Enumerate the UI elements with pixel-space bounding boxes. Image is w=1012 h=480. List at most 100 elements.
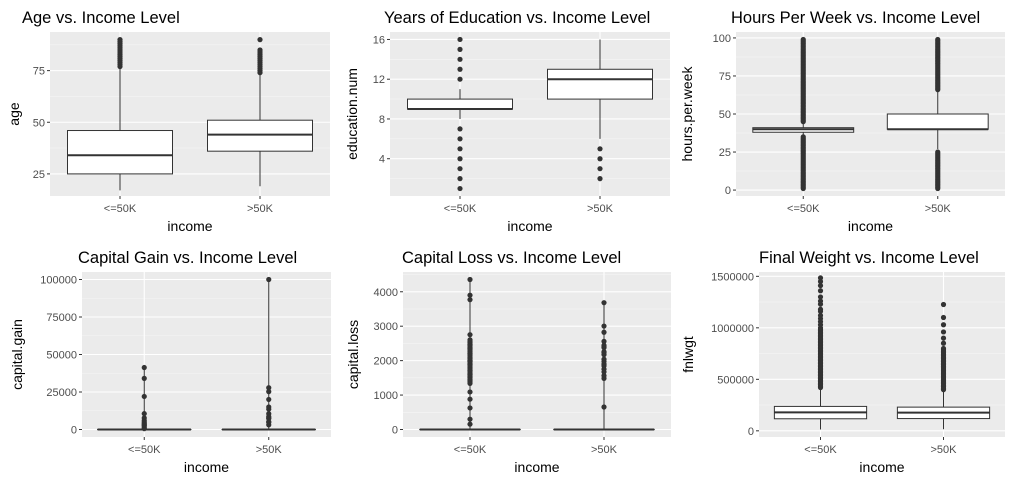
y-tick-label: 1000000 (711, 323, 754, 335)
x-axis-title: income (859, 459, 904, 475)
x-axis-title: income (514, 459, 559, 475)
y-tick-label: 100000 (40, 275, 77, 287)
outlier-point (940, 329, 947, 335)
box-1 (752, 36, 855, 192)
x-tick-label: >50K (931, 444, 958, 456)
iqr-box (886, 113, 989, 130)
y-tick-label: 100 (713, 33, 731, 45)
outlier-point (817, 275, 824, 281)
box-2 (886, 36, 989, 192)
x-tick-label: <=50K (444, 203, 477, 215)
chart-panel-2: 4 8 12 16 <=50K >50K Years of Education vs. In… (344, 9, 670, 234)
x-tick-label: <=50K (128, 444, 161, 456)
chart-panel-1: 25 50 75 <=50K >50K Age vs. Income Level incom… (6, 9, 330, 234)
outlier-point (457, 136, 463, 142)
x-axis-title: income (507, 218, 552, 234)
chart-title: Final Weight vs. Income Level (759, 249, 979, 267)
chart-panel-5: 0 1000 2000 3000 4000 <=50K >50K Capital Loss v… (345, 249, 671, 475)
outlier-point (457, 126, 463, 132)
outlier-point (817, 294, 824, 300)
y-tick-label: 12 (373, 74, 385, 86)
y-tick-label: 25000 (46, 387, 77, 399)
outlier-point (940, 322, 947, 328)
box-1 (419, 276, 521, 431)
box-2 (207, 37, 313, 187)
y-tick-label: 50 (719, 109, 731, 121)
outlier-point (940, 301, 947, 308)
box-1 (407, 36, 513, 192)
outlier-point (940, 335, 947, 341)
y-axis-title: capital.gain (9, 319, 25, 390)
outlier-point (457, 56, 463, 62)
y-axis-title: hours.per.week (679, 66, 695, 162)
x-axis-title: income (184, 459, 229, 475)
outlier-point (597, 176, 603, 182)
outlier-point (940, 345, 947, 352)
chart-title: Years of Education vs. Income Level (384, 9, 650, 27)
box-2 (221, 276, 316, 431)
outlier-point (257, 47, 263, 53)
outlier-point (817, 306, 824, 312)
box-2 (896, 301, 991, 430)
y-tick-label: 4000 (374, 287, 398, 299)
chart-panel-4: 0 25000 50000 75000 100000 <=50K >50K Capital G… (9, 249, 331, 475)
y-tick-label: 75 (33, 66, 45, 78)
y-tick-label: 16 (373, 34, 385, 46)
y-axis-title: fnlwgt (680, 336, 696, 373)
outlier-point (935, 36, 941, 43)
outlier-point (800, 134, 806, 140)
y-tick-label: 25 (719, 147, 731, 159)
outlier-point (457, 176, 463, 182)
x-tick-label: >50K (925, 203, 952, 215)
y-tick-label: 0 (392, 424, 398, 436)
outlier-point (800, 36, 806, 43)
plot-background (390, 32, 670, 196)
outlier-point (597, 166, 603, 172)
y-tick-label: 75000 (46, 312, 77, 324)
outlier-point (817, 288, 824, 294)
y-tick-label: 500000 (717, 374, 754, 386)
outlier-point (457, 166, 463, 172)
box-2 (553, 300, 655, 431)
outlier-point (457, 185, 463, 192)
y-tick-label: 8 (379, 114, 385, 126)
y-tick-label: 50000 (46, 350, 77, 362)
x-axis-title: income (167, 218, 212, 234)
x-tick-label: >50K (591, 444, 618, 456)
chart-title: Capital Loss vs. Income Level (402, 249, 621, 267)
outlier-point (597, 146, 603, 152)
y-axis-title: capital.loss (345, 320, 361, 389)
iqr-box (67, 130, 173, 175)
outlier-point (817, 312, 824, 319)
outlier-point (457, 156, 463, 162)
outlier-point (257, 37, 263, 43)
x-tick-label: <=50K (787, 203, 820, 215)
x-tick-label: <=50K (454, 444, 487, 456)
outlier-point (457, 66, 463, 72)
y-tick-label: 0 (71, 425, 77, 437)
y-tick-label: 50 (33, 117, 45, 129)
chart-title: Age vs. Income Level (22, 9, 180, 27)
outlier-point (457, 76, 463, 82)
outlier-point (940, 314, 947, 321)
y-tick-label: 1500000 (711, 271, 754, 283)
box-2 (547, 39, 653, 182)
outlier-point (117, 37, 123, 43)
x-tick-label: >50K (587, 203, 614, 215)
box-1 (97, 364, 192, 432)
outlier-point (457, 146, 463, 152)
y-tick-label: 25 (33, 169, 45, 181)
box-1 (773, 275, 868, 430)
chart-title: Hours Per Week vs. Income Level (731, 9, 980, 27)
x-tick-label: <=50K (804, 444, 837, 456)
chart-panel-6: 0 500000 1000000 1500000 <=50K >50K Final Weig… (680, 249, 1005, 475)
iqr-box (547, 68, 653, 100)
iqr-box (207, 119, 313, 152)
outlier-point (457, 36, 463, 43)
plot-background (403, 272, 671, 437)
y-tick-label: 0 (748, 426, 754, 438)
outlier-point (817, 278, 824, 285)
outlier-point (940, 340, 947, 346)
x-axis-title: income (848, 218, 893, 234)
